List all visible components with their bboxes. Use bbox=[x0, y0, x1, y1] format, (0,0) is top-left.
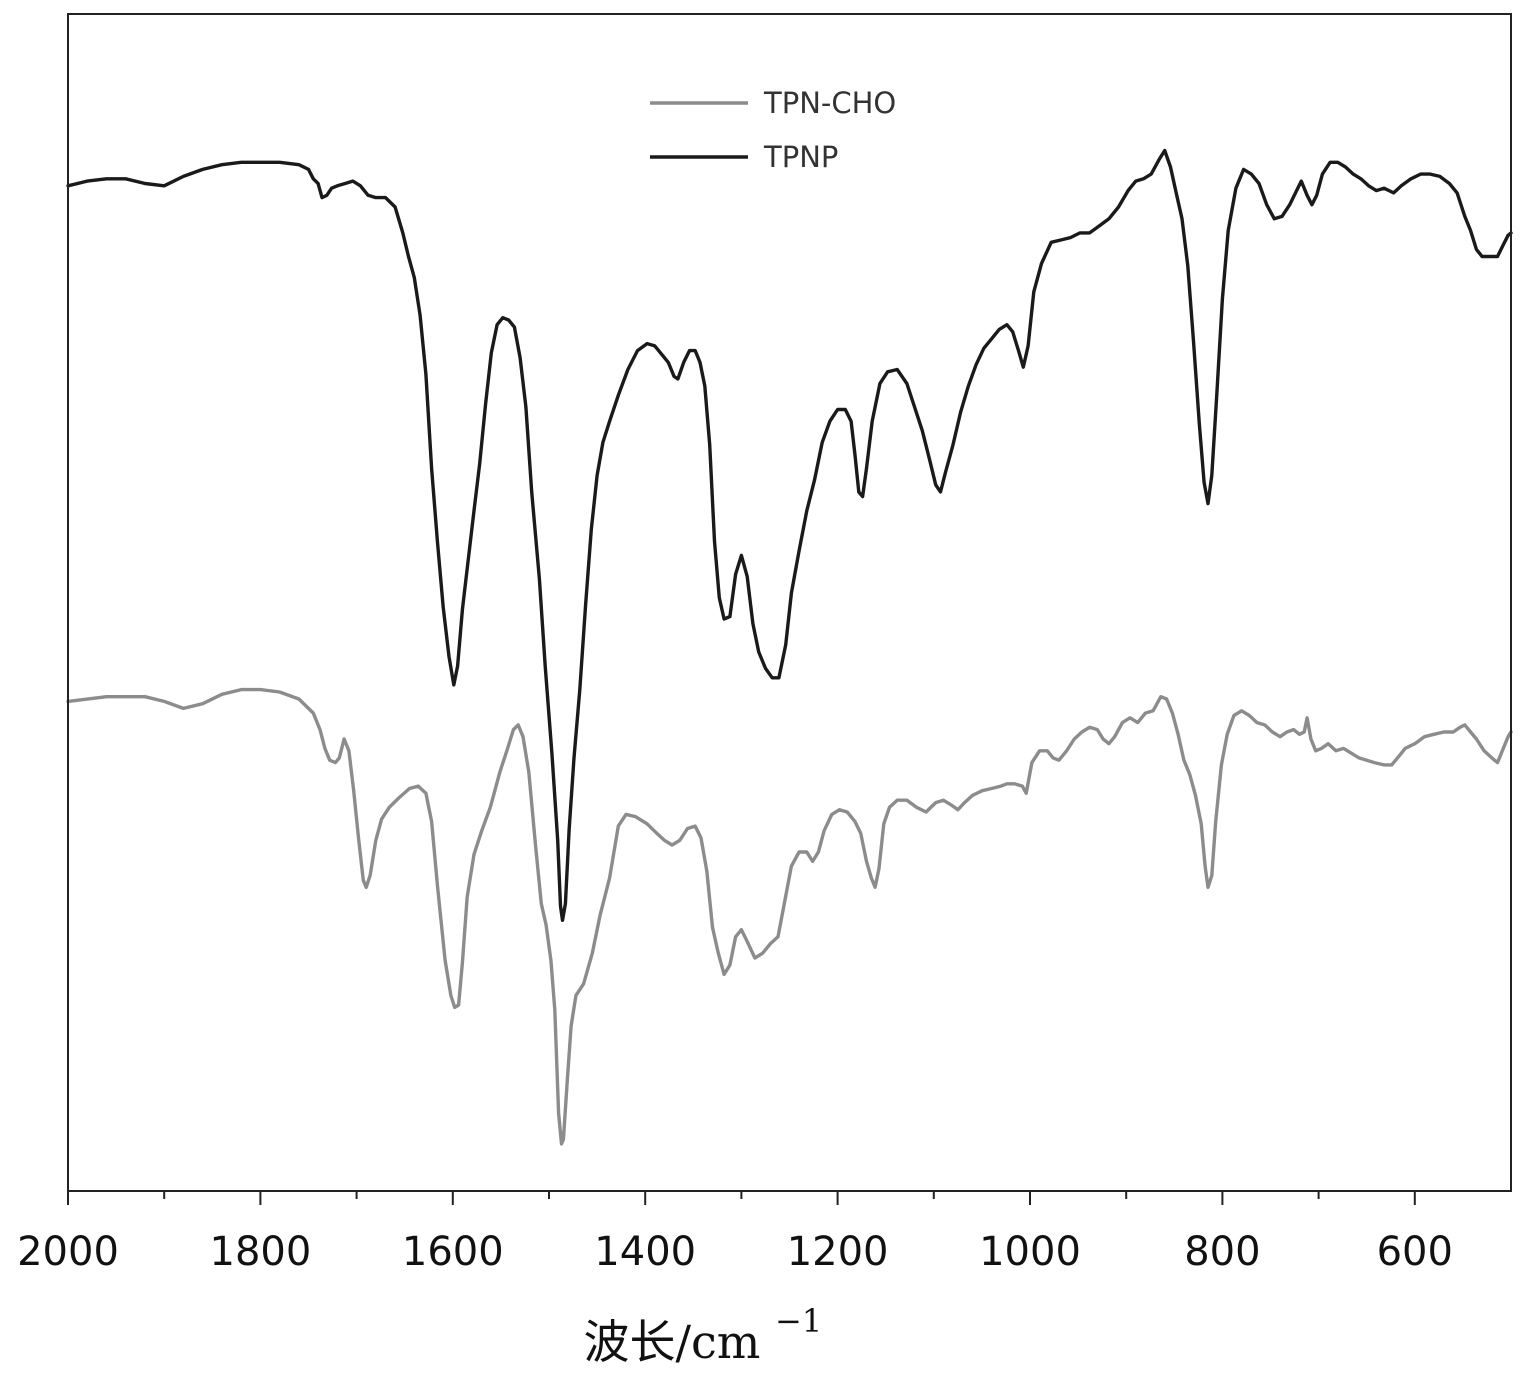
plot-frame bbox=[67, 13, 1512, 1192]
x-tick-label: 1400 bbox=[594, 1229, 696, 1275]
x-axis-title-superscript: −1 bbox=[775, 1302, 822, 1340]
legend: TPN-CHO TPNP bbox=[650, 86, 896, 174]
x-axis-title: 波长/cm bbox=[584, 1315, 761, 1369]
x-tick-label: 1800 bbox=[210, 1229, 312, 1275]
legend-label-tpn-cho: TPN-CHO bbox=[763, 86, 896, 120]
x-tick-label: 800 bbox=[1184, 1229, 1260, 1275]
x-tick-label: 600 bbox=[1377, 1229, 1453, 1275]
series-line-tpn-cho bbox=[66, 687, 1513, 1146]
x-tick-label: 1600 bbox=[402, 1229, 504, 1275]
series-layer bbox=[66, 148, 1513, 1146]
legend-label-tpnp: TPNP bbox=[763, 140, 838, 174]
series-line-tpnp bbox=[66, 148, 1513, 922]
axes-layer: 2000 1800 1600 1400 1200 1000 800 600 bbox=[17, 13, 1512, 1275]
x-tick-label: 1000 bbox=[979, 1229, 1081, 1275]
x-tick-label: 2000 bbox=[17, 1229, 119, 1275]
x-tick-label: 1200 bbox=[787, 1229, 889, 1275]
